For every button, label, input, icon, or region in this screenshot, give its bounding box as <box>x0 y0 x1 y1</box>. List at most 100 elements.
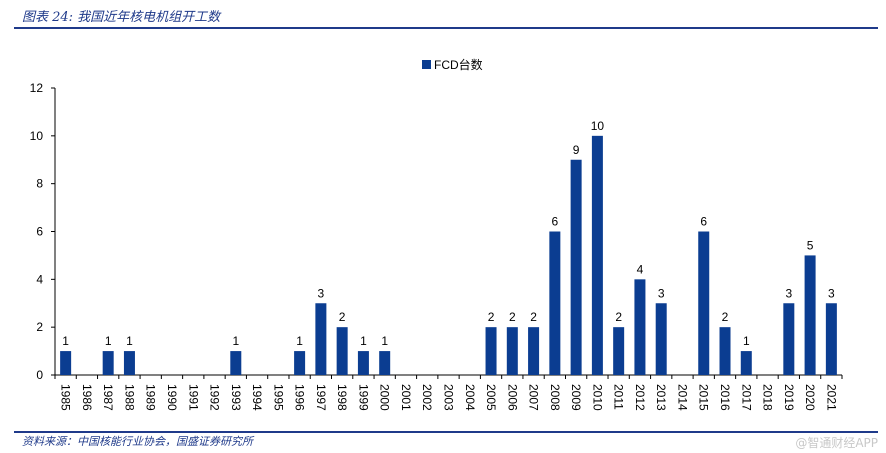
data-label: 9 <box>573 143 580 157</box>
data-label: 5 <box>807 238 814 252</box>
x-tick-label: 2007 <box>527 384 541 411</box>
bar <box>379 351 391 375</box>
bar <box>528 327 540 375</box>
bar <box>506 327 518 375</box>
y-tick-label: 2 <box>36 320 43 334</box>
x-tick-label: 1990 <box>165 384 179 411</box>
bar <box>60 351 72 375</box>
bar <box>783 303 795 375</box>
bar <box>825 303 837 375</box>
bar <box>549 231 561 375</box>
data-label: 3 <box>658 286 665 300</box>
x-tick-label: 2020 <box>803 384 817 411</box>
x-tick-label: 2016 <box>718 384 732 411</box>
data-label: 1 <box>296 334 303 348</box>
data-label: 2 <box>615 310 622 324</box>
x-tick-label: 2004 <box>463 384 477 411</box>
bar <box>804 255 816 375</box>
bars <box>60 135 837 375</box>
bar <box>634 279 646 375</box>
bar <box>698 231 710 375</box>
x-tick-label: 2019 <box>782 384 796 411</box>
data-label: 1 <box>105 334 112 348</box>
bar <box>294 351 306 375</box>
x-tick-label: 2008 <box>548 384 562 411</box>
x-tick-label: 1985 <box>59 384 73 411</box>
x-tick-label: 2000 <box>378 384 392 411</box>
data-label: 1 <box>126 334 133 348</box>
x-tick-label: 2001 <box>399 384 413 411</box>
x-axis: 1985 1986 1987 1988 1989 1990 1991 1992 1993 1994… <box>54 374 843 411</box>
bar <box>740 351 752 375</box>
y-axis: 0 2 4 6 8 10 12 <box>30 81 56 382</box>
data-label: 1 <box>232 334 239 348</box>
x-tick-label: 1986 <box>80 384 94 411</box>
x-tick-label: 2006 <box>505 384 519 411</box>
x-tick-label: 2021 <box>824 384 838 411</box>
bar <box>719 327 731 375</box>
data-label: 2 <box>339 310 346 324</box>
data-label: 6 <box>552 215 559 229</box>
x-tick-label: 1995 <box>271 384 285 411</box>
bar <box>485 327 497 375</box>
x-tick-label: 1987 <box>101 384 115 411</box>
x-tick-label: 2009 <box>569 384 583 411</box>
x-tick-label: 2002 <box>420 384 434 411</box>
x-tick-label: 2014 <box>675 384 689 411</box>
x-tick-label: 2018 <box>761 384 775 411</box>
x-tick-label: 1999 <box>356 384 370 411</box>
data-label: 2 <box>488 310 495 324</box>
x-tick-label: 1998 <box>335 384 349 411</box>
x-tick-label: 1992 <box>208 384 222 411</box>
y-tick-label: 6 <box>36 225 43 239</box>
x-tick-label: 2003 <box>442 384 456 411</box>
x-tick-label: 2013 <box>654 384 668 411</box>
bar <box>102 351 114 375</box>
bar <box>591 135 603 375</box>
x-tick-label: 1988 <box>122 384 136 411</box>
data-label: 10 <box>591 119 605 133</box>
x-tick-label: 1997 <box>314 384 328 411</box>
legend: FCD台数 <box>422 57 483 72</box>
data-label: 3 <box>318 286 325 300</box>
x-tick-label: 2012 <box>633 384 647 411</box>
data-label: 3 <box>785 286 792 300</box>
legend-label: FCD台数 <box>434 57 483 72</box>
bar <box>655 303 667 375</box>
x-tick-label: 1996 <box>293 384 307 411</box>
data-label: 2 <box>509 310 516 324</box>
data-label: 1 <box>360 334 367 348</box>
bar <box>230 351 242 375</box>
data-label: 2 <box>530 310 537 324</box>
data-label: 1 <box>381 334 388 348</box>
watermark: @智通财经APP <box>795 436 878 450</box>
bar <box>357 351 369 375</box>
source-note: 资料来源：中国核能行业协会，国盛证券研究所 <box>22 435 253 448</box>
bar <box>570 159 582 375</box>
data-label: 1 <box>62 334 69 348</box>
data-label: 1 <box>743 334 750 348</box>
x-tick-label: 2011 <box>612 384 626 410</box>
data-label: 2 <box>722 310 729 324</box>
x-tick-label: 2005 <box>484 384 498 411</box>
legend-swatch <box>422 60 431 69</box>
y-tick-label: 10 <box>30 129 44 143</box>
bar <box>336 327 348 375</box>
x-tick-label: 1993 <box>229 384 243 411</box>
bar <box>315 303 327 375</box>
x-tick-label: 2015 <box>697 384 711 411</box>
data-label: 3 <box>828 286 835 300</box>
y-tick-label: 0 <box>36 368 43 382</box>
bottom-divider <box>14 431 878 433</box>
x-tick-label: 1994 <box>250 384 264 411</box>
top-divider <box>14 27 878 29</box>
x-tick-label: 1989 <box>144 384 158 411</box>
y-tick-label: 8 <box>36 177 43 191</box>
bar <box>613 327 625 375</box>
chart-title: 图表 24: 我国近年核电机组开工数 <box>22 10 221 25</box>
y-tick-label: 12 <box>30 81 44 95</box>
data-label: 4 <box>637 262 644 276</box>
y-tick-label: 4 <box>36 272 43 286</box>
